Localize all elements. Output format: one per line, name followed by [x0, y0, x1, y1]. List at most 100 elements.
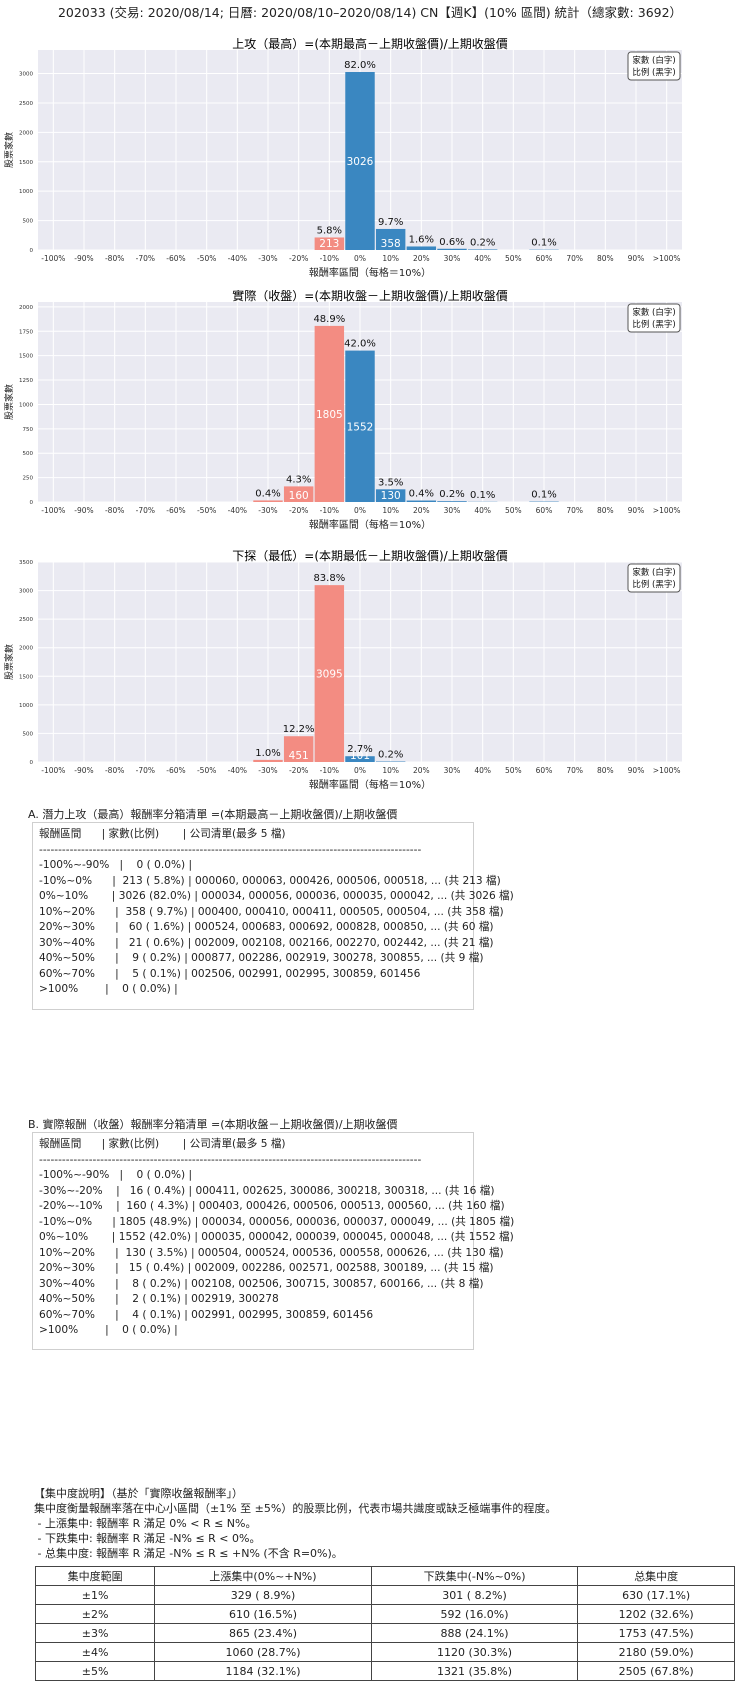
x-tick-label: -10% [320, 506, 339, 515]
bar-count-label: 130 [381, 490, 401, 502]
legend-box [627, 563, 681, 593]
y-tick-label: 500 [23, 219, 34, 225]
x-tick-label: -20% [289, 506, 308, 515]
x-tick-label: 0% [354, 254, 366, 263]
x-tick-label: 20% [413, 506, 430, 515]
x-tick-label: 10% [382, 766, 399, 775]
x-tick-label: -90% [74, 254, 93, 263]
bar-percent-label: 0.4% [255, 488, 280, 499]
y-tick-label: 1000 [19, 703, 33, 709]
x-tick-label: -80% [105, 766, 124, 775]
bar-percent-label: 3.5% [378, 477, 403, 488]
legend-line: 家數 (白字) [632, 567, 675, 578]
x-tick-label: -10% [320, 254, 339, 263]
table-cell: 1753 (47.5%) [577, 1623, 735, 1643]
legend-box [627, 303, 681, 333]
bar-percent-label: 0.2% [470, 237, 495, 248]
table-cell: 630 (17.1%) [577, 1585, 735, 1605]
x-tick-label: -100% [41, 254, 65, 263]
legend-line: 比例 (黑字) [632, 579, 675, 590]
x-tick-label: -20% [289, 766, 308, 775]
x-tick-label: 70% [566, 254, 583, 263]
x-tick-label: >100% [653, 766, 681, 775]
table-cell: 2505 (67.8%) [577, 1661, 735, 1681]
bar-percent-label: 5.8% [317, 225, 342, 236]
list-line: 20%~30% | 15 ( 0.4%) | 002009, 002286, 0… [39, 1262, 494, 1274]
bar [375, 489, 406, 502]
table-cell: 329 ( 8.9%) [154, 1585, 372, 1605]
bar-percent-label: 1.0% [255, 748, 280, 759]
x-tick-label: 80% [597, 254, 614, 263]
y-tick-label: 500 [23, 731, 34, 737]
y-tick-label: 3000 [19, 72, 33, 78]
y-tick-label: 750 [23, 427, 34, 433]
bar-percent-label: 0.4% [409, 489, 434, 500]
x-tick-label: >100% [653, 254, 681, 263]
list-line: -20%~-10% | 160 ( 4.3%) | 000403, 000426… [39, 1200, 505, 1212]
x-tick-label: -40% [228, 254, 247, 263]
y-tick-label: 1000 [19, 189, 33, 195]
table-cell: 1321 (35.8%) [370, 1661, 579, 1681]
y-tick-label: 2000 [19, 130, 33, 136]
list-line: 0%~10% | 1552 (42.0%) | 000035, 000042, … [39, 1231, 514, 1243]
list-line: 20%~30% | 60 ( 1.6%) | 000524, 000683, 0… [39, 921, 494, 933]
bar-percent-label: 9.7% [378, 217, 403, 228]
legend-line: 家數 (白字) [632, 307, 675, 318]
x-tick-label: 60% [536, 254, 553, 263]
x-tick-label: 50% [505, 254, 522, 263]
x-tick-label: -60% [166, 506, 185, 515]
section-a-list: 報酬區間 | 家數(比例) | 公司清單(最多 5 檔) ------------… [32, 822, 514, 1010]
x-tick-label: -40% [228, 766, 247, 775]
x-tick-label: -70% [136, 254, 155, 263]
x-tick-label: -30% [258, 254, 277, 263]
bar [406, 246, 437, 250]
table-cell: 592 (16.0%) [370, 1604, 579, 1624]
y-axis-label: 股票家數 [3, 644, 15, 680]
bar-count-label: 101 [350, 750, 370, 762]
concentration-table-header: 集中度範圍 上漲集中(0%~+N%) 下跌集中(-N%~0%) 总集中度 [34, 1566, 735, 1586]
table-cell: 301 ( 8.2%) [370, 1585, 579, 1605]
x-tick-label: 90% [628, 254, 645, 263]
bar-count-label: 1552 [347, 421, 374, 433]
section-a-title: A. 潛力上攻（最高）報酬率分箱清單 =(本期最高－上期收盤價)/上期收盤價 [28, 808, 398, 821]
x-tick-label: -70% [136, 506, 155, 515]
y-tick-label: 0 [30, 760, 34, 766]
y-tick-label: 3000 [19, 589, 33, 595]
list-line: 40%~50% | 9 ( 0.2%) | 000877, 002286, 00… [39, 952, 484, 964]
concentration-note: 【集中度說明】（基於「實際收盤報酬率」） 集中度衡量報酬率落在中心小區間（±1% … [34, 1486, 714, 1561]
x-tick-label: 40% [474, 254, 491, 263]
list-line: 60%~70% | 5 ( 0.1%) | 002506, 002991, 00… [39, 967, 421, 980]
list-line: ----------------------------------------… [39, 1153, 422, 1166]
bar-percent-label: 0.1% [531, 238, 556, 249]
y-tick-label: 1250 [19, 378, 33, 384]
table-cell: 1202 (32.6%) [577, 1604, 735, 1624]
y-tick-label: 2000 [19, 305, 33, 311]
x-tick-label: -80% [105, 254, 124, 263]
bar-percent-label: 83.8% [313, 573, 345, 584]
x-tick-label: 10% [382, 506, 399, 515]
x-tick-label: 50% [505, 766, 522, 775]
bar [345, 350, 375, 502]
bar-count-label: 451 [289, 750, 309, 762]
bar [437, 501, 467, 502]
x-tick-label: 70% [566, 766, 583, 775]
y-tick-label: 0 [30, 500, 34, 506]
bar [345, 72, 375, 250]
x-tick-label: 90% [628, 766, 645, 775]
x-axis-label: 報酬率區間（每格＝10%） [309, 778, 431, 791]
x-tick-label: 20% [413, 254, 430, 263]
bar [253, 759, 283, 762]
table-row: ±2% 610 (16.5%) 592 (16.0%) 1202 (32.6%) [34, 1604, 735, 1624]
x-tick-label: 30% [444, 254, 461, 263]
bar [283, 736, 314, 762]
x-tick-label: 40% [474, 766, 491, 775]
table-cell: ±3% [34, 1623, 156, 1643]
bar [437, 248, 467, 250]
x-tick-label: -70% [136, 766, 155, 775]
table-row: ±1% 329 ( 8.9%) 301 ( 8.2%) 630 (17.1%) [34, 1585, 735, 1605]
x-tick-label: 80% [597, 506, 614, 515]
list-line: 10%~20% | 358 ( 9.7%) | 000400, 000410, … [39, 905, 504, 918]
bar-percent-label: 2.7% [347, 744, 372, 755]
x-tick-label: 70% [566, 506, 583, 515]
bar-count-label: 358 [381, 238, 401, 250]
